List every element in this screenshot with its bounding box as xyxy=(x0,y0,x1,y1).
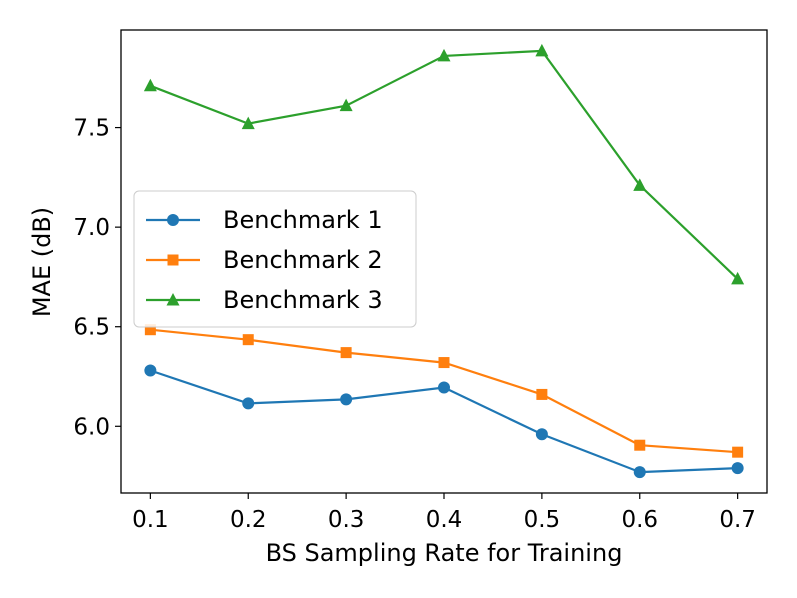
legend-label: Benchmark 1 xyxy=(223,206,383,234)
data-point-benchmark-2 xyxy=(732,446,744,458)
data-point-benchmark-1 xyxy=(144,364,157,377)
legend: Benchmark 1 Benchmark 2 Benchmark 3 xyxy=(133,190,417,328)
data-point-benchmark-3 xyxy=(633,178,647,191)
x-axis-label: BS Sampling Rate for Training xyxy=(266,539,623,567)
data-point-benchmark-1 xyxy=(731,462,744,475)
x-tick-label: 0.1 xyxy=(132,507,169,533)
data-point-benchmark-3 xyxy=(339,98,353,112)
data-point-benchmark-3 xyxy=(535,43,549,57)
data-point-benchmark-2 xyxy=(340,347,352,359)
y-axis-label: MAE (dB) xyxy=(28,207,56,317)
legend-marker xyxy=(167,214,179,226)
x-tick-label: 0.5 xyxy=(524,507,561,533)
data-point-benchmark-2 xyxy=(242,334,254,346)
data-point-benchmark-1 xyxy=(242,397,255,410)
x-axis-ticks: 0.1 0.2 0.3 0.4 0.5 0.6 0.7 xyxy=(132,493,756,533)
x-tick-label: 0.7 xyxy=(719,507,756,533)
x-tick-label: 0.4 xyxy=(426,507,463,533)
data-point-benchmark-3 xyxy=(731,271,745,285)
y-axis-ticks: 6.0 6.5 7.0 7.5 xyxy=(73,116,121,440)
y-tick-label: 6.0 xyxy=(73,414,110,440)
legend-label: Benchmark 2 xyxy=(223,246,383,274)
data-point-benchmark-1 xyxy=(535,428,548,441)
y-tick-label: 6.5 xyxy=(73,315,110,341)
legend-box xyxy=(133,190,417,328)
data-point-benchmark-3 xyxy=(437,48,451,62)
data-point-benchmark-2 xyxy=(536,388,548,400)
data-point-benchmark-3 xyxy=(241,116,255,130)
y-tick-label: 7.0 xyxy=(73,215,110,241)
legend-marker xyxy=(166,293,180,306)
legend-marker xyxy=(167,254,179,266)
data-point-benchmark-1 xyxy=(438,381,450,394)
chart-marks xyxy=(143,43,745,479)
data-point-benchmark-2 xyxy=(144,324,156,336)
x-tick-label: 0.6 xyxy=(621,507,658,533)
legend-label: Benchmark 3 xyxy=(223,286,383,314)
y-tick-label: 7.5 xyxy=(73,116,110,142)
x-tick-label: 0.2 xyxy=(230,507,267,533)
data-point-benchmark-1 xyxy=(340,393,353,406)
x-tick-label: 0.3 xyxy=(328,507,365,533)
data-point-benchmark-1 xyxy=(633,466,646,479)
data-point-benchmark-2 xyxy=(634,439,646,451)
data-point-benchmark-3 xyxy=(143,78,157,92)
data-point-benchmark-2 xyxy=(438,357,450,369)
